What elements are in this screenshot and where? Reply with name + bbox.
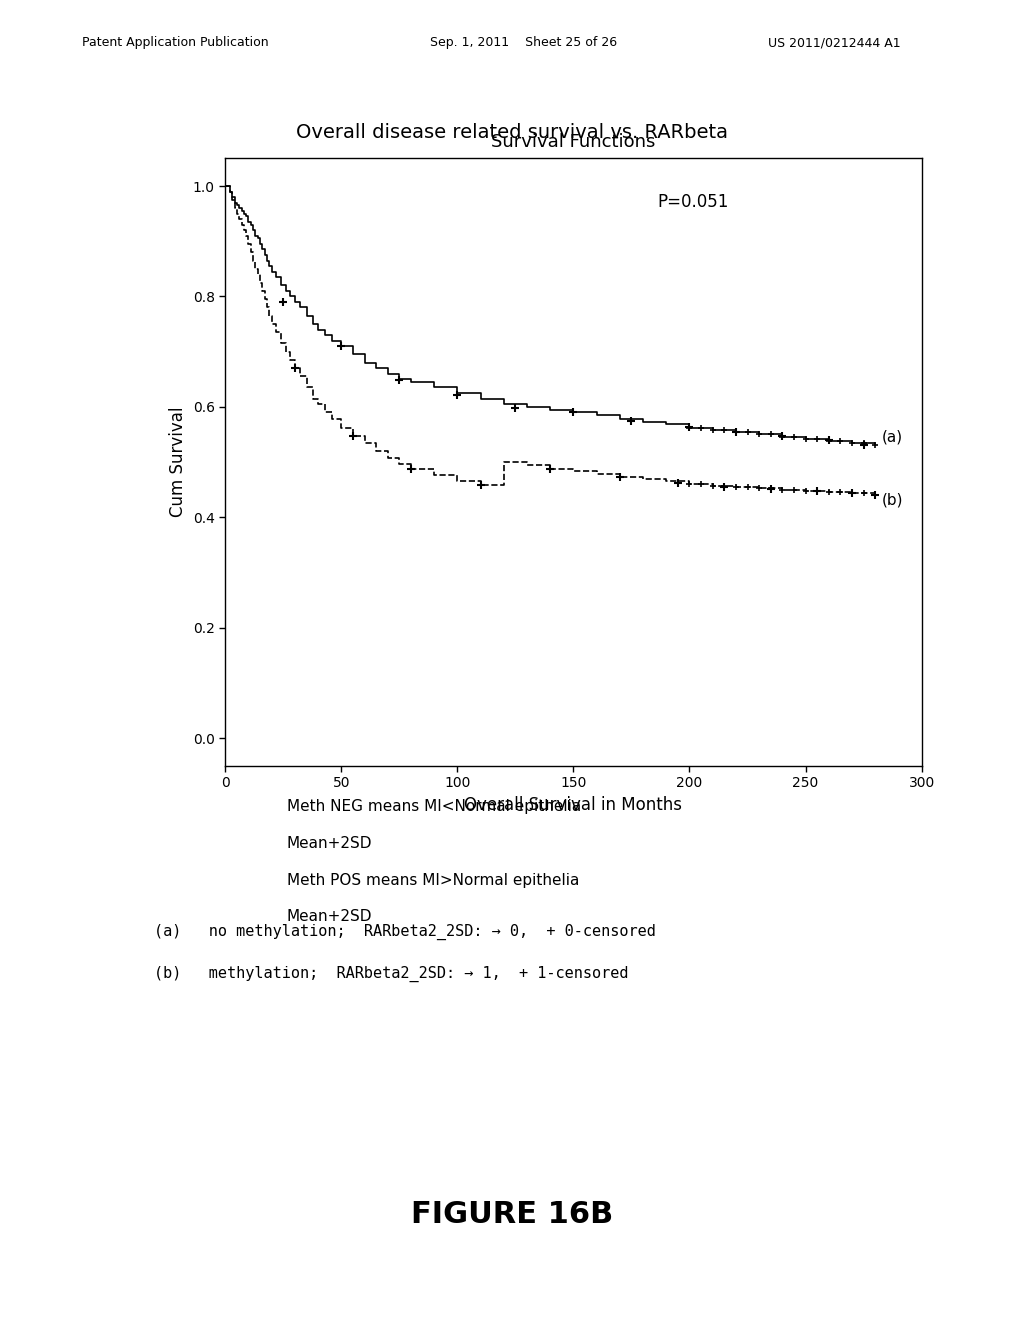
Text: Meth POS means MI>Normal epithelia: Meth POS means MI>Normal epithelia (287, 873, 580, 887)
Text: Mean+2SD: Mean+2SD (287, 909, 372, 924)
Y-axis label: Cum Survival: Cum Survival (169, 407, 187, 517)
Text: (b): (b) (882, 492, 903, 508)
Text: Overall disease related survival vs. RARbeta: Overall disease related survival vs. RAR… (296, 123, 728, 141)
Text: Meth NEG means MI<Normal epithelia: Meth NEG means MI<Normal epithelia (287, 799, 581, 813)
Text: Sep. 1, 2011    Sheet 25 of 26: Sep. 1, 2011 Sheet 25 of 26 (430, 36, 617, 49)
Text: Mean+2SD: Mean+2SD (287, 836, 372, 850)
Text: P=0.051: P=0.051 (657, 193, 728, 211)
Title: Survival Functions: Survival Functions (492, 133, 655, 152)
Text: Patent Application Publication: Patent Application Publication (82, 36, 268, 49)
Text: (a): (a) (882, 430, 903, 445)
Text: US 2011/0212444 A1: US 2011/0212444 A1 (768, 36, 901, 49)
Text: (b)   methylation;  RARbeta2_2SD: → 1,  + 1-censored: (b) methylation; RARbeta2_2SD: → 1, + 1-… (154, 966, 628, 982)
Text: FIGURE 16B: FIGURE 16B (411, 1200, 613, 1229)
Text: (a)   no methylation;  RARbeta2_2SD: → 0,  + 0-censored: (a) no methylation; RARbeta2_2SD: → 0, +… (154, 924, 655, 940)
X-axis label: Overall Survival in Months: Overall Survival in Months (465, 796, 682, 813)
